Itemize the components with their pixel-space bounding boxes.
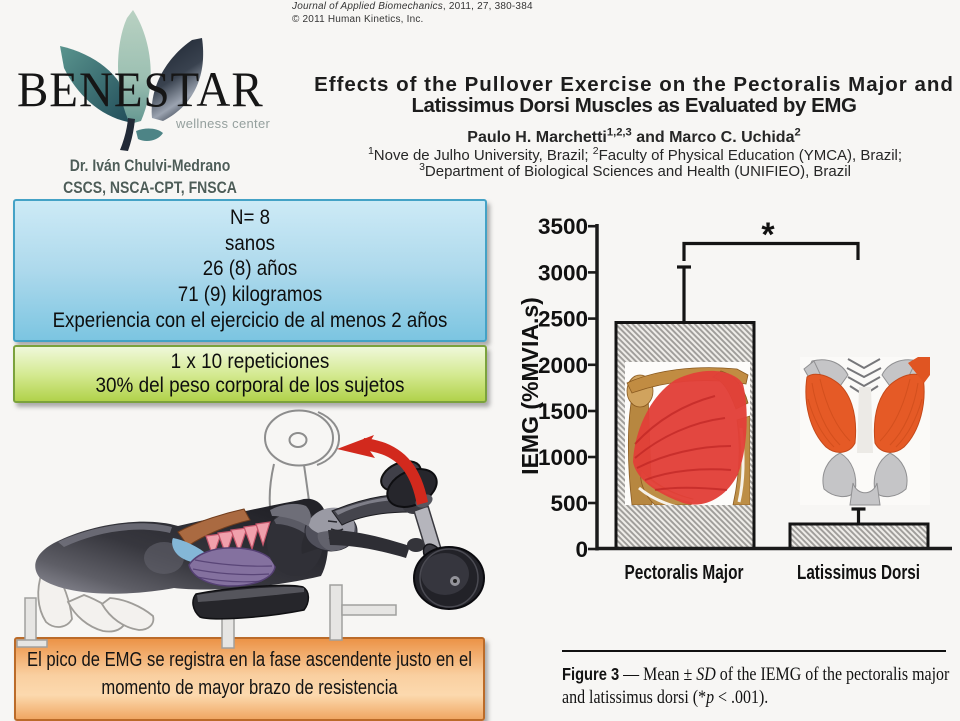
- svg-text:3500: 3500: [538, 214, 588, 239]
- svg-text:Latissimus Dorsi: Latissimus Dorsi: [797, 562, 920, 584]
- svg-text:IEMG (%MVIA.s): IEMG (%MVIA.s): [517, 297, 543, 475]
- svg-text:3000: 3000: [538, 260, 588, 285]
- svg-text:2000: 2000: [538, 353, 588, 378]
- svg-text:0: 0: [575, 537, 588, 562]
- svg-text:Pectoralis Major: Pectoralis Major: [625, 562, 744, 584]
- svg-text:2500: 2500: [538, 307, 588, 332]
- svg-text:1000: 1000: [538, 445, 588, 470]
- svg-text:1500: 1500: [538, 399, 588, 424]
- svg-text:*: *: [761, 216, 775, 254]
- svg-text:500: 500: [550, 491, 588, 516]
